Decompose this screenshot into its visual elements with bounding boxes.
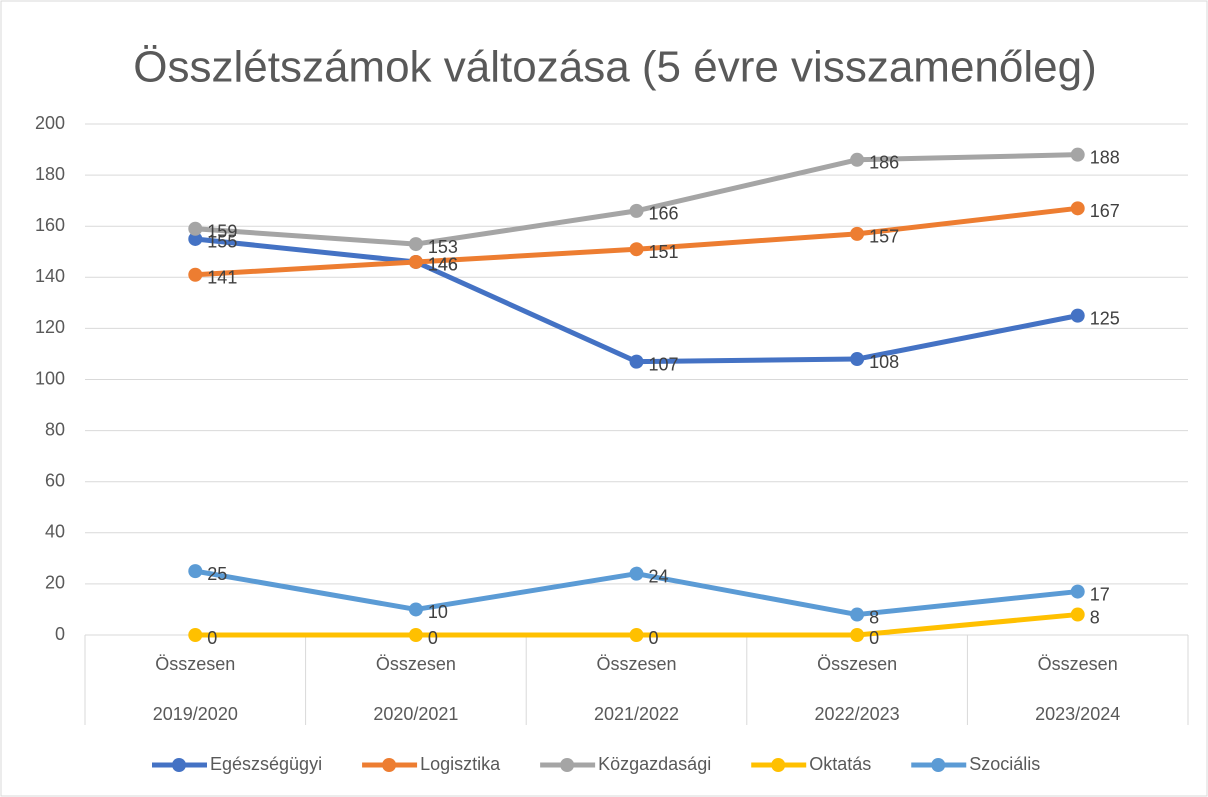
x-tick-label: 2022/2023 <box>815 704 900 724</box>
data-point <box>408 628 423 642</box>
data-point <box>1070 201 1085 216</box>
y-tick-label: 20 <box>45 573 65 593</box>
x-tick-label: 2023/2024 <box>1035 704 1120 724</box>
data-point <box>629 354 644 369</box>
data-label: 0 <box>649 628 659 648</box>
data-label: 157 <box>869 227 899 247</box>
data-point <box>629 242 644 257</box>
y-tick-label: 140 <box>35 266 65 286</box>
data-label: 0 <box>869 628 879 648</box>
data-label: 167 <box>1090 201 1120 221</box>
data-point <box>188 628 203 642</box>
y-tick-label: 200 <box>35 113 65 133</box>
x-subcategory-label: Összesen <box>376 654 456 674</box>
data-label: 10 <box>428 602 448 622</box>
data-label: 24 <box>649 566 669 586</box>
data-label: 125 <box>1090 308 1120 328</box>
x-tick-label: 2020/2021 <box>373 704 458 724</box>
legend-marker <box>771 758 786 772</box>
legend-marker <box>560 758 575 772</box>
legend-label: Szociális <box>969 754 1040 774</box>
data-point <box>629 628 644 642</box>
data-label: 159 <box>207 222 237 242</box>
data-label: 0 <box>428 628 438 648</box>
legend-label: Közgazdasági <box>598 754 711 774</box>
legend-label: Egészségügyi <box>210 754 322 774</box>
data-point <box>408 602 423 617</box>
y-tick-label: 80 <box>45 419 65 439</box>
x-subcategory-label: Összesen <box>155 654 235 674</box>
data-point <box>1070 147 1085 162</box>
data-label: 146 <box>428 255 458 275</box>
data-label: 186 <box>869 153 899 173</box>
data-point <box>850 607 865 622</box>
data-point <box>1070 308 1085 323</box>
data-label: 8 <box>1090 607 1100 627</box>
data-point <box>1070 584 1085 599</box>
data-point <box>188 267 203 282</box>
legend-marker <box>172 758 186 772</box>
data-point <box>188 231 203 246</box>
data-label: 146 <box>428 255 458 275</box>
data-point <box>850 152 865 167</box>
legend-marker <box>382 758 397 772</box>
y-tick-label: 120 <box>35 317 65 337</box>
legend-label: Logisztika <box>420 754 501 774</box>
data-point <box>629 203 644 218</box>
data-point <box>1070 607 1085 622</box>
data-point <box>850 628 865 642</box>
data-point <box>850 352 865 367</box>
data-point <box>408 254 423 269</box>
data-point <box>188 564 203 579</box>
data-label: 0 <box>207 628 217 648</box>
data-label: 107 <box>649 354 679 374</box>
data-label: 155 <box>207 232 237 252</box>
x-tick-label: 2019/2020 <box>153 704 238 724</box>
x-tick-label: 2021/2022 <box>594 704 679 724</box>
data-point <box>850 226 865 241</box>
y-tick-label: 100 <box>35 368 65 388</box>
chart-title: Összlétszámok változása (5 évre visszame… <box>133 43 1096 92</box>
data-point <box>408 237 423 252</box>
legend-marker <box>931 758 946 772</box>
data-label: 25 <box>207 564 227 584</box>
data-point <box>188 221 203 236</box>
data-label: 141 <box>207 267 237 287</box>
data-point <box>629 566 644 581</box>
data-label: 17 <box>1090 584 1110 604</box>
y-tick-label: 0 <box>55 624 65 644</box>
y-tick-label: 160 <box>35 215 65 235</box>
legend-label: Oktatás <box>809 754 871 774</box>
x-subcategory-label: Összesen <box>817 654 897 674</box>
data-label: 153 <box>428 237 458 257</box>
data-label: 166 <box>649 204 679 224</box>
y-tick-label: 180 <box>35 164 65 184</box>
x-subcategory-label: Összesen <box>1038 654 1118 674</box>
data-label: 8 <box>869 607 879 627</box>
x-subcategory-label: Összesen <box>596 654 676 674</box>
y-tick-label: 60 <box>45 470 65 490</box>
data-label: 108 <box>869 352 899 372</box>
data-label: 151 <box>649 242 679 262</box>
data-label: 188 <box>1090 147 1120 167</box>
y-tick-label: 40 <box>45 522 65 542</box>
